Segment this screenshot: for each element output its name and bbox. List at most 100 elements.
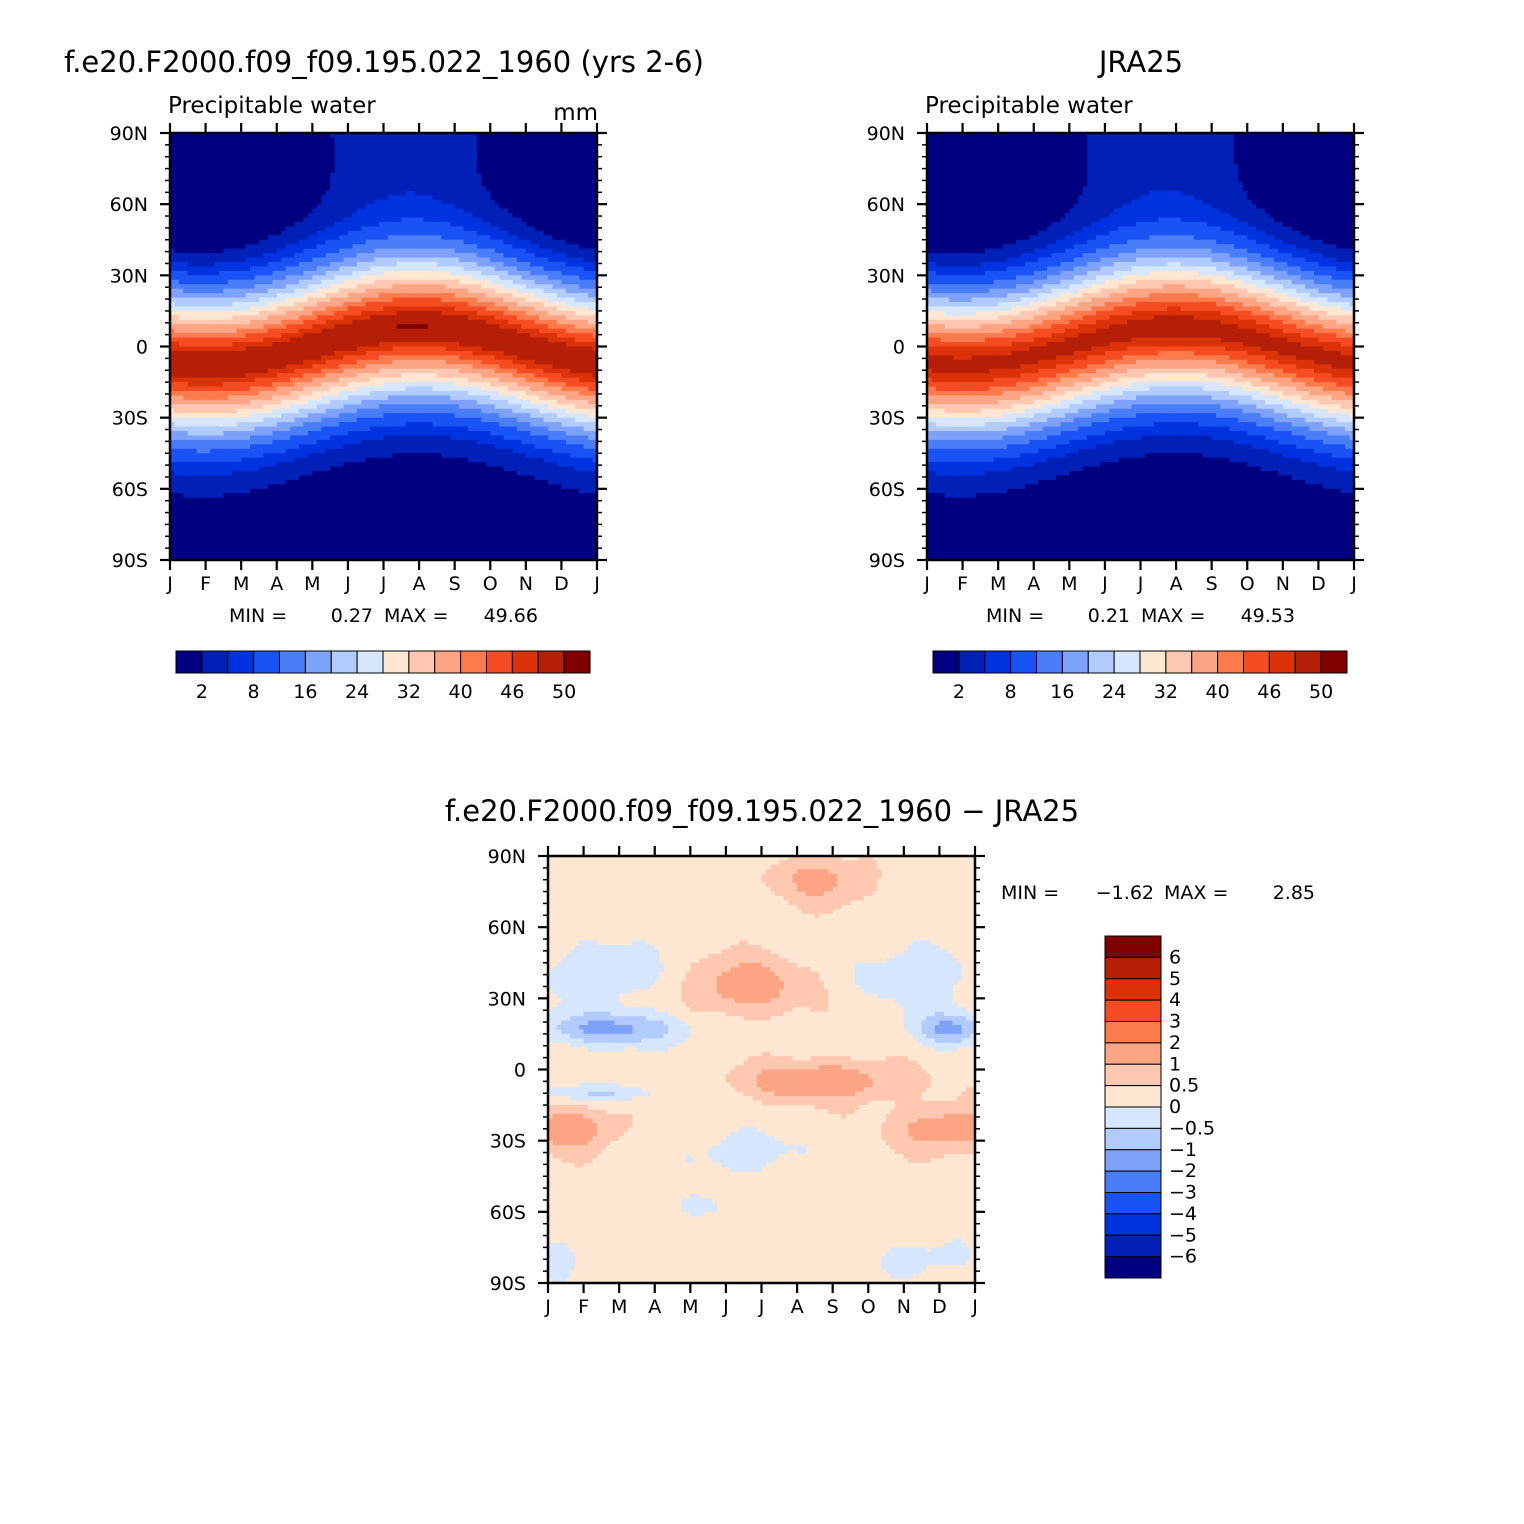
heatmap-cell (365, 239, 371, 245)
heatmap-cell (423, 328, 429, 334)
heatmap-cell (570, 261, 576, 268)
heatmap-cell (258, 155, 265, 161)
heatmap-cell (481, 150, 487, 156)
heatmap-cell (539, 297, 545, 303)
heatmap-cell (552, 244, 558, 250)
heatmap-cell (432, 275, 438, 281)
heatmap-cell (525, 324, 531, 330)
heatmap-cell (499, 244, 505, 250)
heatmap-cell (432, 302, 438, 308)
heatmap-cell (192, 266, 198, 272)
heatmap-cell (530, 293, 536, 299)
heatmap-cell (214, 208, 220, 214)
heatmap-cell (201, 159, 207, 165)
heatmap-cell (250, 217, 256, 223)
heatmap-cell (521, 150, 527, 156)
heatmap-cell (267, 261, 273, 268)
heatmap-cell (396, 275, 402, 281)
heatmap-cell (290, 155, 296, 161)
heatmap-cell (174, 164, 180, 170)
heatmap-cell (463, 306, 469, 312)
heatmap-cell (254, 302, 260, 308)
heatmap-cell (330, 217, 336, 223)
heatmap-cell (481, 279, 487, 285)
heatmap-cell (303, 159, 309, 165)
heatmap-cell (307, 133, 313, 139)
heatmap-cell (298, 239, 305, 245)
heatmap-cell (450, 302, 456, 308)
heatmap-cell (588, 141, 594, 147)
heatmap-cell (592, 302, 598, 308)
heatmap-cell (468, 141, 474, 147)
heatmap-cell (232, 315, 238, 321)
heatmap-cell (183, 248, 189, 254)
heatmap-cell (196, 346, 202, 352)
heatmap-cell (534, 359, 540, 365)
heatmap-cell (414, 244, 420, 250)
heatmap-cell (316, 355, 322, 361)
heatmap-cell (410, 324, 416, 330)
heatmap-cell (201, 150, 207, 156)
heatmap-cell (521, 204, 527, 210)
heatmap-cell (472, 355, 478, 361)
heatmap-cell (254, 226, 260, 232)
heatmap-cell (423, 133, 429, 139)
heatmap-cell (174, 333, 180, 339)
heatmap-cell (192, 333, 198, 339)
heatmap-cell (276, 155, 282, 161)
heatmap-cell (530, 190, 536, 196)
heatmap-cell (565, 328, 571, 334)
heatmap-cell (347, 235, 353, 241)
heatmap-cell (441, 141, 447, 147)
heatmap-cell (552, 333, 558, 339)
heatmap-cell (579, 293, 585, 299)
heatmap-cell (472, 146, 478, 152)
heatmap-cell (379, 359, 385, 365)
heatmap-cell (534, 302, 540, 308)
heatmap-cell (423, 208, 429, 214)
heatmap-cell (352, 279, 358, 285)
heatmap-cell (459, 155, 465, 161)
heatmap-cell (339, 333, 345, 339)
heatmap-cell (405, 257, 411, 263)
heatmap-cell (583, 319, 589, 325)
heatmap-cell (290, 235, 296, 241)
heatmap-cell (245, 324, 251, 330)
heatmap-cell (196, 133, 202, 139)
heatmap-cell (196, 275, 202, 281)
heatmap-cell (476, 221, 482, 228)
heatmap-cell (356, 275, 362, 281)
heatmap-cell (183, 244, 189, 250)
heatmap-cell (534, 168, 540, 174)
heatmap-cell (490, 208, 496, 214)
heatmap-cell (552, 302, 558, 308)
heatmap-cell (254, 141, 260, 147)
heatmap-cell (503, 279, 509, 285)
heatmap-cell (445, 235, 451, 241)
heatmap-cell (187, 293, 193, 299)
heatmap-cell (183, 173, 189, 179)
heatmap-cell (285, 150, 291, 156)
heatmap-cell (192, 208, 198, 214)
heatmap-cell (472, 230, 478, 236)
heatmap-cell (316, 137, 322, 143)
heatmap-cell (339, 248, 345, 254)
heatmap-cell (472, 168, 478, 174)
heatmap-cell (383, 230, 389, 236)
heatmap-cell (396, 217, 402, 223)
heatmap-cell (534, 279, 540, 285)
heatmap-cell (503, 150, 509, 156)
heatmap-cell (316, 350, 322, 356)
heatmap-cell (543, 253, 549, 259)
heatmap-cell (579, 279, 585, 285)
heatmap-cell (450, 204, 456, 210)
heatmap-cell (241, 199, 247, 205)
heatmap-cell (298, 315, 305, 321)
heatmap-cell (321, 333, 327, 339)
heatmap-cell (565, 359, 571, 365)
heatmap-cell (410, 319, 416, 325)
heatmap-cell (392, 324, 398, 330)
heatmap-cell (588, 248, 594, 254)
heatmap-cell (254, 350, 260, 356)
heatmap-cell (379, 261, 385, 268)
